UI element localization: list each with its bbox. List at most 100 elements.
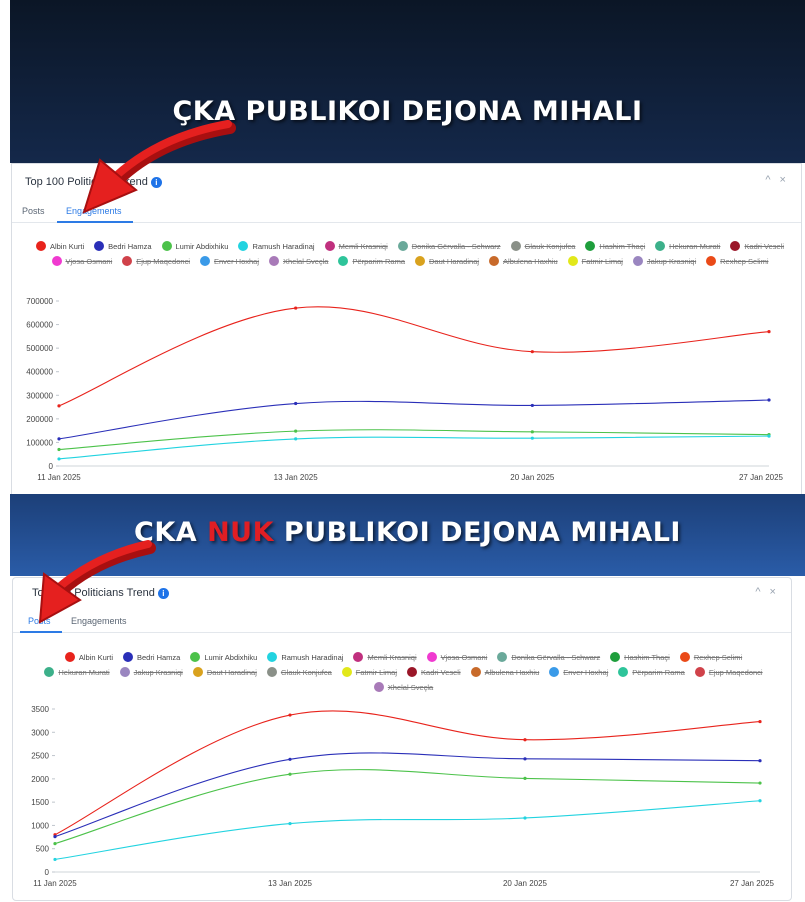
legend-item[interactable]: Kadri Veseli	[730, 241, 784, 251]
y-tick-label: 3500	[31, 705, 49, 714]
y-tick-label: 600000	[26, 321, 53, 330]
data-point	[57, 437, 61, 441]
legend-item[interactable]: Glauk Konjufca	[510, 241, 576, 251]
legend-item[interactable]: Vjosa Osmani	[426, 652, 487, 662]
legend-item[interactable]: Daut Haradinaj	[192, 667, 257, 677]
data-point	[294, 429, 298, 433]
legend-item[interactable]: Enver Hoxhaj	[549, 667, 608, 677]
legend-label: Bedri Hamza	[108, 241, 152, 251]
legend-swatch	[353, 652, 364, 662]
legend-item[interactable]: Hekuran Murati	[44, 667, 110, 677]
series-line	[54, 752, 761, 838]
legend-swatch	[64, 652, 75, 662]
series-line	[54, 800, 761, 860]
legend-swatch	[123, 652, 133, 662]
chart-legend: Albin Kurti Bedri Hamza Lumir Abdixhiku Ram…	[31, 652, 776, 692]
data-point	[530, 350, 534, 354]
legend-swatch	[122, 256, 133, 266]
data-point	[758, 719, 762, 724]
legend-swatch	[161, 241, 172, 251]
legend-item[interactable]: Memli Krasniqi	[353, 652, 417, 662]
legend-swatch	[373, 682, 384, 692]
legend-label: Bedri Hamza	[137, 652, 181, 662]
legend-item[interactable]: Ejup Maqedonci	[122, 256, 190, 266]
tab-engagements[interactable]: Engagements	[71, 616, 127, 626]
y-tick-label: 400000	[26, 368, 53, 377]
info-icon[interactable]: i	[157, 587, 169, 599]
data-point	[767, 398, 771, 402]
legend-label: Glauk Konjufca	[524, 241, 576, 251]
tabs-divider	[13, 632, 791, 633]
legend-item[interactable]: Jakup Krasniqi	[119, 667, 183, 677]
legend-swatch	[324, 241, 335, 251]
legend-swatch	[266, 667, 277, 677]
y-tick-label: 500	[36, 845, 50, 854]
legend-item[interactable]: Rexhep Selimi	[679, 652, 742, 662]
legend-item[interactable]: Ramush Haradinaj	[267, 652, 343, 662]
tab-engagements[interactable]: Engagements	[66, 206, 122, 216]
data-point	[523, 757, 527, 761]
legend-item[interactable]: Hashim Thaçi	[610, 652, 670, 662]
legend-label: Enver Hoxhaj	[563, 667, 609, 677]
legend-item[interactable]: Donika Gërvalla - Schwarz	[397, 241, 501, 251]
collapse-close-controls[interactable]: ^ ×	[765, 174, 789, 186]
legend-item[interactable]: Ramush Haradinaj	[238, 241, 315, 251]
legend-item[interactable]: Bedri Hamza	[123, 652, 180, 662]
legend-item[interactable]: Albin Kurti	[35, 241, 85, 251]
legend-label: Përparim Rama	[632, 667, 685, 677]
legend-swatch	[200, 256, 210, 266]
legend-item[interactable]: Memli Krasniqi	[324, 241, 388, 251]
series-line	[54, 710, 761, 836]
legend-item[interactable]: Ejup Maqedonci	[694, 667, 763, 677]
legend-item[interactable]: Xhelal Sveçla	[269, 256, 328, 266]
legend-item[interactable]: Daut Haradinaj	[415, 256, 479, 266]
legend-swatch	[618, 667, 629, 677]
legend-item[interactable]: Glauk Konjufca	[266, 667, 332, 677]
info-icon[interactable]: i	[150, 176, 162, 188]
legend-label: Kadri Veseli	[744, 241, 785, 251]
collapse-close-controls[interactable]: ^ ×	[755, 586, 779, 598]
legend-item[interactable]: Jakup Krasniqi	[632, 256, 696, 266]
y-tick-label: 0	[45, 868, 50, 877]
legend-item[interactable]: Albulena Haxhiu	[470, 667, 539, 677]
x-tick-label: 20 Jan 2025	[503, 879, 548, 888]
legend-item[interactable]: Kadri Veseli	[407, 667, 461, 677]
legend-item[interactable]: Lumir Abdixhiku	[190, 652, 257, 662]
legend-item[interactable]: Përparim Rama	[338, 256, 405, 266]
y-tick-label: 0	[49, 462, 54, 471]
legend-item[interactable]: Enver Hoxhaj	[200, 256, 259, 266]
x-tick-label: 27 Jan 2025	[739, 473, 784, 482]
data-point	[294, 437, 298, 441]
data-point	[294, 401, 298, 406]
legend-label: Glauk Konjufca	[280, 667, 332, 677]
legend-swatch	[694, 667, 705, 677]
legend-label: Albin Kurti	[49, 241, 85, 251]
legend-item[interactable]: Fatmir Limaj	[567, 256, 623, 266]
legend-label: Ejup Maqedonci	[708, 667, 763, 677]
legend-item[interactable]: Fatmir Limaj	[341, 667, 397, 677]
legend-swatch	[415, 256, 425, 266]
y-tick-label: 1000	[31, 821, 49, 830]
legend-item[interactable]: Albulena Haxhiu	[489, 256, 558, 266]
legend-item[interactable]: Hekuran Murati	[655, 241, 720, 251]
data-point	[288, 772, 292, 776]
legend-swatch	[51, 256, 62, 266]
legend-item[interactable]: Donika Gërvalla - Schwarz	[497, 652, 600, 662]
legend-item[interactable]: Rexhep Selimi	[706, 256, 768, 266]
x-tick-label: 11 Jan 2025	[37, 473, 81, 482]
legend-item[interactable]: Hashim Thaçi	[585, 241, 645, 251]
legend-item[interactable]: Lumir Abdixhiku	[161, 241, 228, 251]
legend-label: Daut Haradinaj	[429, 256, 480, 266]
legend-swatch	[489, 256, 500, 266]
legend-item[interactable]: Xhelal Sveçla	[373, 682, 433, 692]
legend-swatch	[567, 256, 578, 266]
legend-item[interactable]: Përparim Rama	[618, 667, 685, 677]
legend-item[interactable]: Albin Kurti	[64, 652, 113, 662]
tabs-divider	[12, 222, 801, 223]
legend-label: Hekuran Murati	[669, 241, 721, 251]
legend-label: Albulena Haxhiu	[503, 256, 558, 266]
tab-posts[interactable]: Posts	[22, 206, 45, 216]
legend-item[interactable]: Vjosa Osmani	[51, 256, 112, 266]
y-tick-label: 3000	[31, 728, 49, 737]
legend-item[interactable]: Bedri Hamza	[94, 241, 152, 251]
